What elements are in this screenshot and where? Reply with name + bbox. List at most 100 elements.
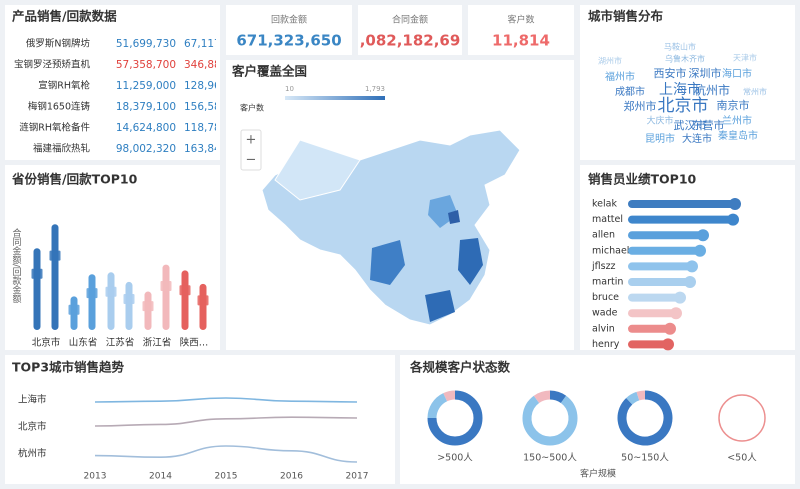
bar bbox=[107, 272, 115, 330]
x-axis-label: 客户规模 bbox=[580, 468, 616, 480]
word: 常州市 bbox=[743, 87, 767, 97]
bar-end bbox=[727, 213, 739, 226]
product-name: 福建福欣热轧 bbox=[33, 143, 91, 155]
panel-title: 各规模客户状态数 bbox=[409, 360, 511, 375]
group: 671,323,650 bbox=[236, 32, 341, 50]
donut-segment bbox=[549, 390, 567, 404]
x-tick-label: 江苏省 bbox=[106, 337, 135, 349]
panel bbox=[5, 355, 395, 484]
panel-title: 城市销售分布 bbox=[588, 9, 664, 24]
y-tick-label: martin bbox=[592, 277, 623, 288]
bar-marker bbox=[123, 293, 135, 304]
y-tick-label: alvin bbox=[592, 323, 615, 334]
sales-value: 14,624,800 bbox=[116, 122, 176, 134]
sales-value: 11,259,000 bbox=[116, 80, 176, 92]
word: 成都市 bbox=[615, 85, 645, 98]
bar bbox=[628, 340, 668, 349]
bar bbox=[628, 231, 703, 240]
panel-title: 产品销售/回款数据 bbox=[12, 9, 117, 24]
bar-end bbox=[729, 198, 741, 210]
bar-marker bbox=[160, 280, 172, 291]
x-tick-label: 2014 bbox=[149, 472, 172, 482]
zoom-in[interactable]: + bbox=[246, 133, 257, 148]
line bbox=[94, 397, 358, 403]
word: 西安市 bbox=[654, 66, 687, 80]
x-tick-label: 2013 bbox=[84, 472, 107, 482]
bar-marker bbox=[197, 295, 209, 306]
kpi-value: 1,082,182,690 bbox=[349, 32, 470, 50]
sales-value: 57,358,700 bbox=[116, 59, 176, 71]
word: 乌鲁木齐市 bbox=[665, 54, 705, 64]
map bbox=[261, 129, 521, 326]
legend-min: 10 bbox=[285, 85, 294, 93]
panel bbox=[400, 355, 795, 484]
bar bbox=[628, 200, 735, 208]
series-label: 北京市 bbox=[18, 421, 47, 433]
panel bbox=[468, 5, 574, 55]
return-value: 163,841,740 bbox=[184, 143, 251, 155]
bar-marker bbox=[105, 286, 117, 297]
return-value: 128,964,000 bbox=[184, 80, 251, 92]
donut-segment bbox=[636, 390, 646, 401]
category-label: >500人 bbox=[437, 453, 473, 464]
map-region bbox=[370, 240, 405, 285]
sales-value: 18,379,100 bbox=[116, 101, 176, 113]
return-value: 67,117,050 bbox=[184, 38, 244, 50]
word: 北京市 bbox=[658, 96, 709, 116]
panel bbox=[580, 165, 795, 350]
panel bbox=[580, 5, 795, 160]
bar-marker bbox=[49, 250, 61, 261]
bar-marker bbox=[142, 301, 154, 312]
line bbox=[94, 445, 358, 463]
map-region bbox=[274, 139, 361, 201]
x-tick-label: 北京市 bbox=[32, 337, 61, 349]
bar bbox=[162, 264, 170, 330]
panel bbox=[226, 5, 352, 55]
word: 大连市 bbox=[682, 132, 712, 145]
sales-value: 51,699,730 bbox=[116, 38, 176, 50]
bar-end bbox=[686, 260, 698, 273]
group: 11,814 bbox=[492, 32, 550, 50]
group: 51,699,730 57,358,700 11,259,000 18,379,100… bbox=[116, 38, 176, 155]
zoom-out[interactable]: − bbox=[246, 153, 257, 168]
donut-segment bbox=[626, 391, 640, 405]
x-tick-label: 浙江省 bbox=[143, 337, 172, 349]
word: 秦皇岛市 bbox=[718, 129, 758, 142]
word: 大庆市 bbox=[646, 115, 673, 127]
bar-marker bbox=[86, 288, 98, 299]
x-tick-label: 2016 bbox=[280, 472, 303, 482]
y-tick-label: mattel bbox=[592, 214, 623, 225]
product-name: 宝钢罗泾预矫直机 bbox=[14, 59, 91, 71]
panel-title: 销售员业绩TOP10 bbox=[588, 172, 697, 187]
bar-end bbox=[674, 291, 686, 304]
bar bbox=[628, 293, 680, 302]
x-tick-label: 2017 bbox=[346, 472, 369, 482]
bar-end bbox=[662, 338, 674, 351]
y-tick-label: wade bbox=[592, 308, 618, 319]
word: 杭州市 bbox=[694, 83, 730, 98]
bar bbox=[628, 324, 670, 333]
x-tick-label: 山东省 bbox=[69, 337, 98, 349]
donut-segment bbox=[427, 390, 483, 446]
group: 67,117,050 346,889,000 128,964,000 156,582,… bbox=[184, 38, 251, 155]
x-tick-label: 2015 bbox=[215, 472, 238, 482]
word: 武汉市 bbox=[674, 118, 707, 132]
kpi-label: 回款金额 bbox=[271, 14, 307, 26]
bar bbox=[628, 309, 676, 318]
product-name: 梅钢1650连铸 bbox=[28, 101, 91, 113]
kpi-label: 合同金额 bbox=[392, 14, 428, 26]
word: 东营市 bbox=[692, 118, 725, 132]
bar bbox=[125, 281, 133, 330]
category-label: <50人 bbox=[727, 453, 757, 464]
return-value: 156,582,100 bbox=[184, 101, 251, 113]
sales-value: 98,002,320 bbox=[116, 143, 176, 155]
return-value: 118,788,800 bbox=[184, 122, 251, 134]
bar-end bbox=[697, 229, 709, 242]
word: 天津市 bbox=[733, 53, 757, 63]
map-region bbox=[448, 210, 460, 224]
legend-title: 客户数 bbox=[240, 103, 264, 113]
category-label: 50~150人 bbox=[621, 453, 669, 464]
bar bbox=[628, 262, 692, 271]
bar bbox=[628, 246, 700, 255]
series-label: 上海市 bbox=[18, 394, 47, 406]
